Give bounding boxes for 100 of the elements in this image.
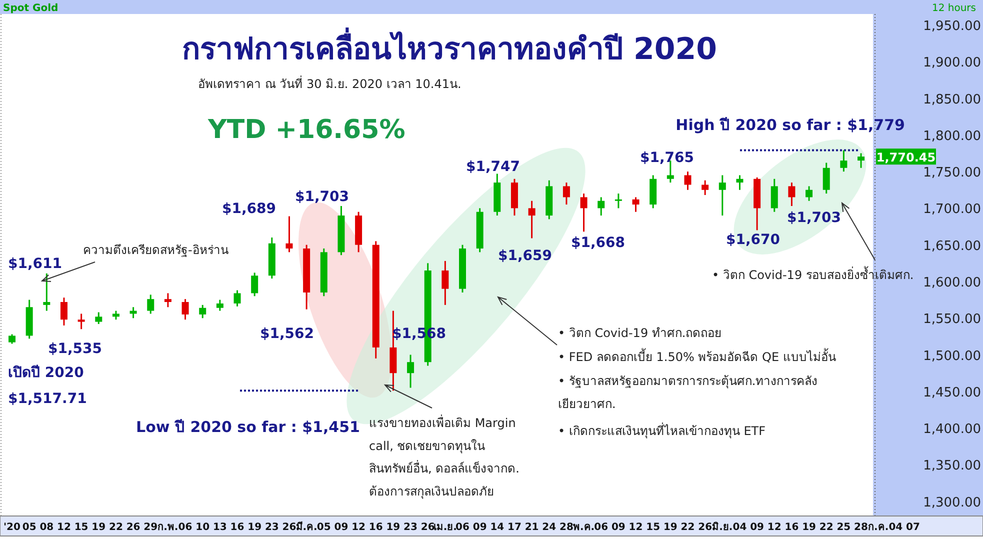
candlestick — [442, 260, 449, 306]
x-tick-label: 19 — [386, 522, 400, 533]
x-tick-label: 23 — [404, 522, 418, 533]
x-tick-label: 05 — [22, 522, 36, 533]
annotation: $1,703 — [787, 210, 842, 226]
x-tick-label: 24 — [542, 522, 556, 533]
annotation: • วิตก Covid-19 รอบสองยิ่งซ้ำเติมศก. — [712, 266, 914, 282]
ref-line-label: Low ปี 2020 so far : $1,451 — [136, 418, 360, 436]
y-tick-label: 1,600.00 — [923, 275, 981, 290]
candlestick — [632, 196, 640, 213]
candlestick — [788, 182, 796, 207]
annotation: $1,517.71 — [8, 391, 87, 407]
x-tick-label: 09 — [750, 522, 764, 533]
annotation: • เกิดกระแสเงินทุนที่ไหลเข้ากองทุน ETF — [558, 422, 766, 439]
y-tick-label: 1,750.00 — [923, 166, 981, 181]
candlestick — [718, 174, 726, 216]
candlestick — [78, 312, 85, 330]
annotation: $1,689 — [222, 201, 276, 217]
candlestick — [286, 216, 293, 253]
y-tick-label: 1,800.00 — [923, 128, 981, 144]
annotation: $1,611 — [8, 256, 62, 272]
x-tick-label: 12 — [767, 522, 782, 533]
y-tick-label: 1,950.00 — [923, 18, 981, 34]
x-tick-label: 06 — [456, 522, 470, 533]
candlestick — [8, 334, 16, 345]
y-tick-label: 1,300.00 — [923, 495, 981, 510]
x-tick-label: 04 — [888, 522, 903, 533]
candlestick — [562, 182, 570, 206]
x-tick-label: 08 — [40, 522, 54, 533]
x-tick-label: 25 — [836, 522, 851, 533]
annotation: • วิตก Covid-19 ทำศก.ถดถอย — [558, 326, 722, 340]
x-tick-label: 26 — [282, 522, 296, 533]
candlestick — [684, 170, 692, 191]
annotation: $1,765 — [640, 150, 694, 166]
candlestick — [199, 304, 206, 319]
text: 12 hours — [932, 3, 976, 14]
x-tick-label: 19 — [802, 522, 816, 533]
x-tick-label: 22 — [109, 522, 123, 533]
candlestick — [164, 292, 172, 308]
x-tick-label: 09 — [611, 522, 626, 533]
annotation: แรงขายทองเพื่อเติม Margin call, ชดเชยขาดทุนใน สินทรัพย์อื่น, ดอลล์แข็งจากด. ต้องการสกุลเงินปลอดภัย — [369, 414, 520, 500]
candlestick — [822, 162, 830, 194]
candlestick — [806, 185, 813, 202]
annotation: $1,747 — [466, 159, 520, 175]
y-tick-label: 1,350.00 — [923, 458, 981, 474]
ref-line-label: High ปี 2020 so far : $1,779 — [676, 116, 905, 134]
annotation: $1,535 — [48, 341, 102, 357]
annotation: Spot Gold — [3, 3, 58, 14]
candlestick — [598, 196, 605, 216]
y-tick-label: 1,650.00 — [923, 238, 981, 254]
candlestick — [43, 272, 50, 312]
x-tick-label: 15 — [74, 522, 88, 533]
annotation: $1,659 — [498, 248, 552, 264]
x-tick-label: 10 — [196, 522, 210, 533]
annotation: $1,703 — [295, 189, 350, 205]
text: อัพเดทราคา ณ วันที่ 30 มิ.ย. 2020 เวลา 10.41น. — [198, 75, 462, 91]
x-tick-label: 09 — [334, 522, 348, 533]
candlestick — [182, 298, 189, 320]
annotation: $1,562 — [260, 326, 314, 342]
candlestick — [251, 272, 258, 297]
candlestick — [614, 192, 622, 209]
x-tick-label: 19 — [248, 522, 262, 533]
y-tick-label: 1,900.00 — [923, 56, 981, 71]
x-tick-label: 16 — [784, 522, 799, 533]
y-tick-label: 1,450.00 — [923, 385, 981, 400]
x-tick-label: ก.ค. — [868, 522, 889, 533]
x-tick-label: ก.พ. — [158, 522, 178, 533]
x-tick-label: 22 — [819, 522, 834, 533]
candlestick — [95, 312, 102, 325]
x-tick-label: 07 — [906, 522, 920, 533]
candlestick — [736, 174, 744, 191]
y-tick-label: 1,500.00 — [923, 348, 981, 364]
candlestick — [702, 180, 709, 196]
y-tick-label: 1,400.00 — [923, 422, 981, 438]
x-tick-label: 09 — [472, 522, 487, 533]
x-tick-label: 28 — [854, 522, 868, 533]
x-tick-label: มิ.ย. — [712, 521, 733, 533]
x-tick-label: 17 — [508, 522, 522, 533]
x-tick-label: 12 — [628, 522, 643, 533]
y-tick-label: 1,850.00 — [923, 92, 981, 108]
x-tick-label: 29 — [144, 522, 158, 533]
x-tick-label: มี.ค. — [296, 521, 318, 533]
candlestick — [580, 192, 588, 232]
candlestick — [147, 294, 154, 314]
annotation: • FED ลดดอกเบี้ย 1.50% พร้อมอัดฉีด QE แบบไม่อั้น — [558, 348, 836, 364]
x-tick-label: พ.ค. — [572, 522, 595, 533]
annotation: $1,668 — [571, 235, 626, 251]
x-tick-label: 26 — [698, 522, 712, 533]
annotation: ความตึงเครียดสหรัฐ-อิหร่าน — [83, 243, 228, 257]
candlestick — [407, 354, 414, 388]
x-tick-label: 16 — [368, 522, 383, 533]
y-tick-label: 1,550.00 — [923, 312, 981, 328]
x-tick-label: 26 — [126, 522, 140, 533]
x-tick-label: '20 — [4, 522, 21, 533]
x-tick-label: 13 — [212, 522, 227, 533]
x-tick-label: 19 — [92, 522, 106, 533]
x-tick-label: 12 — [57, 522, 71, 533]
annotation: 1,770.45 — [876, 150, 936, 165]
x-tick-label: 14 — [490, 522, 504, 533]
candlestick — [770, 178, 778, 213]
